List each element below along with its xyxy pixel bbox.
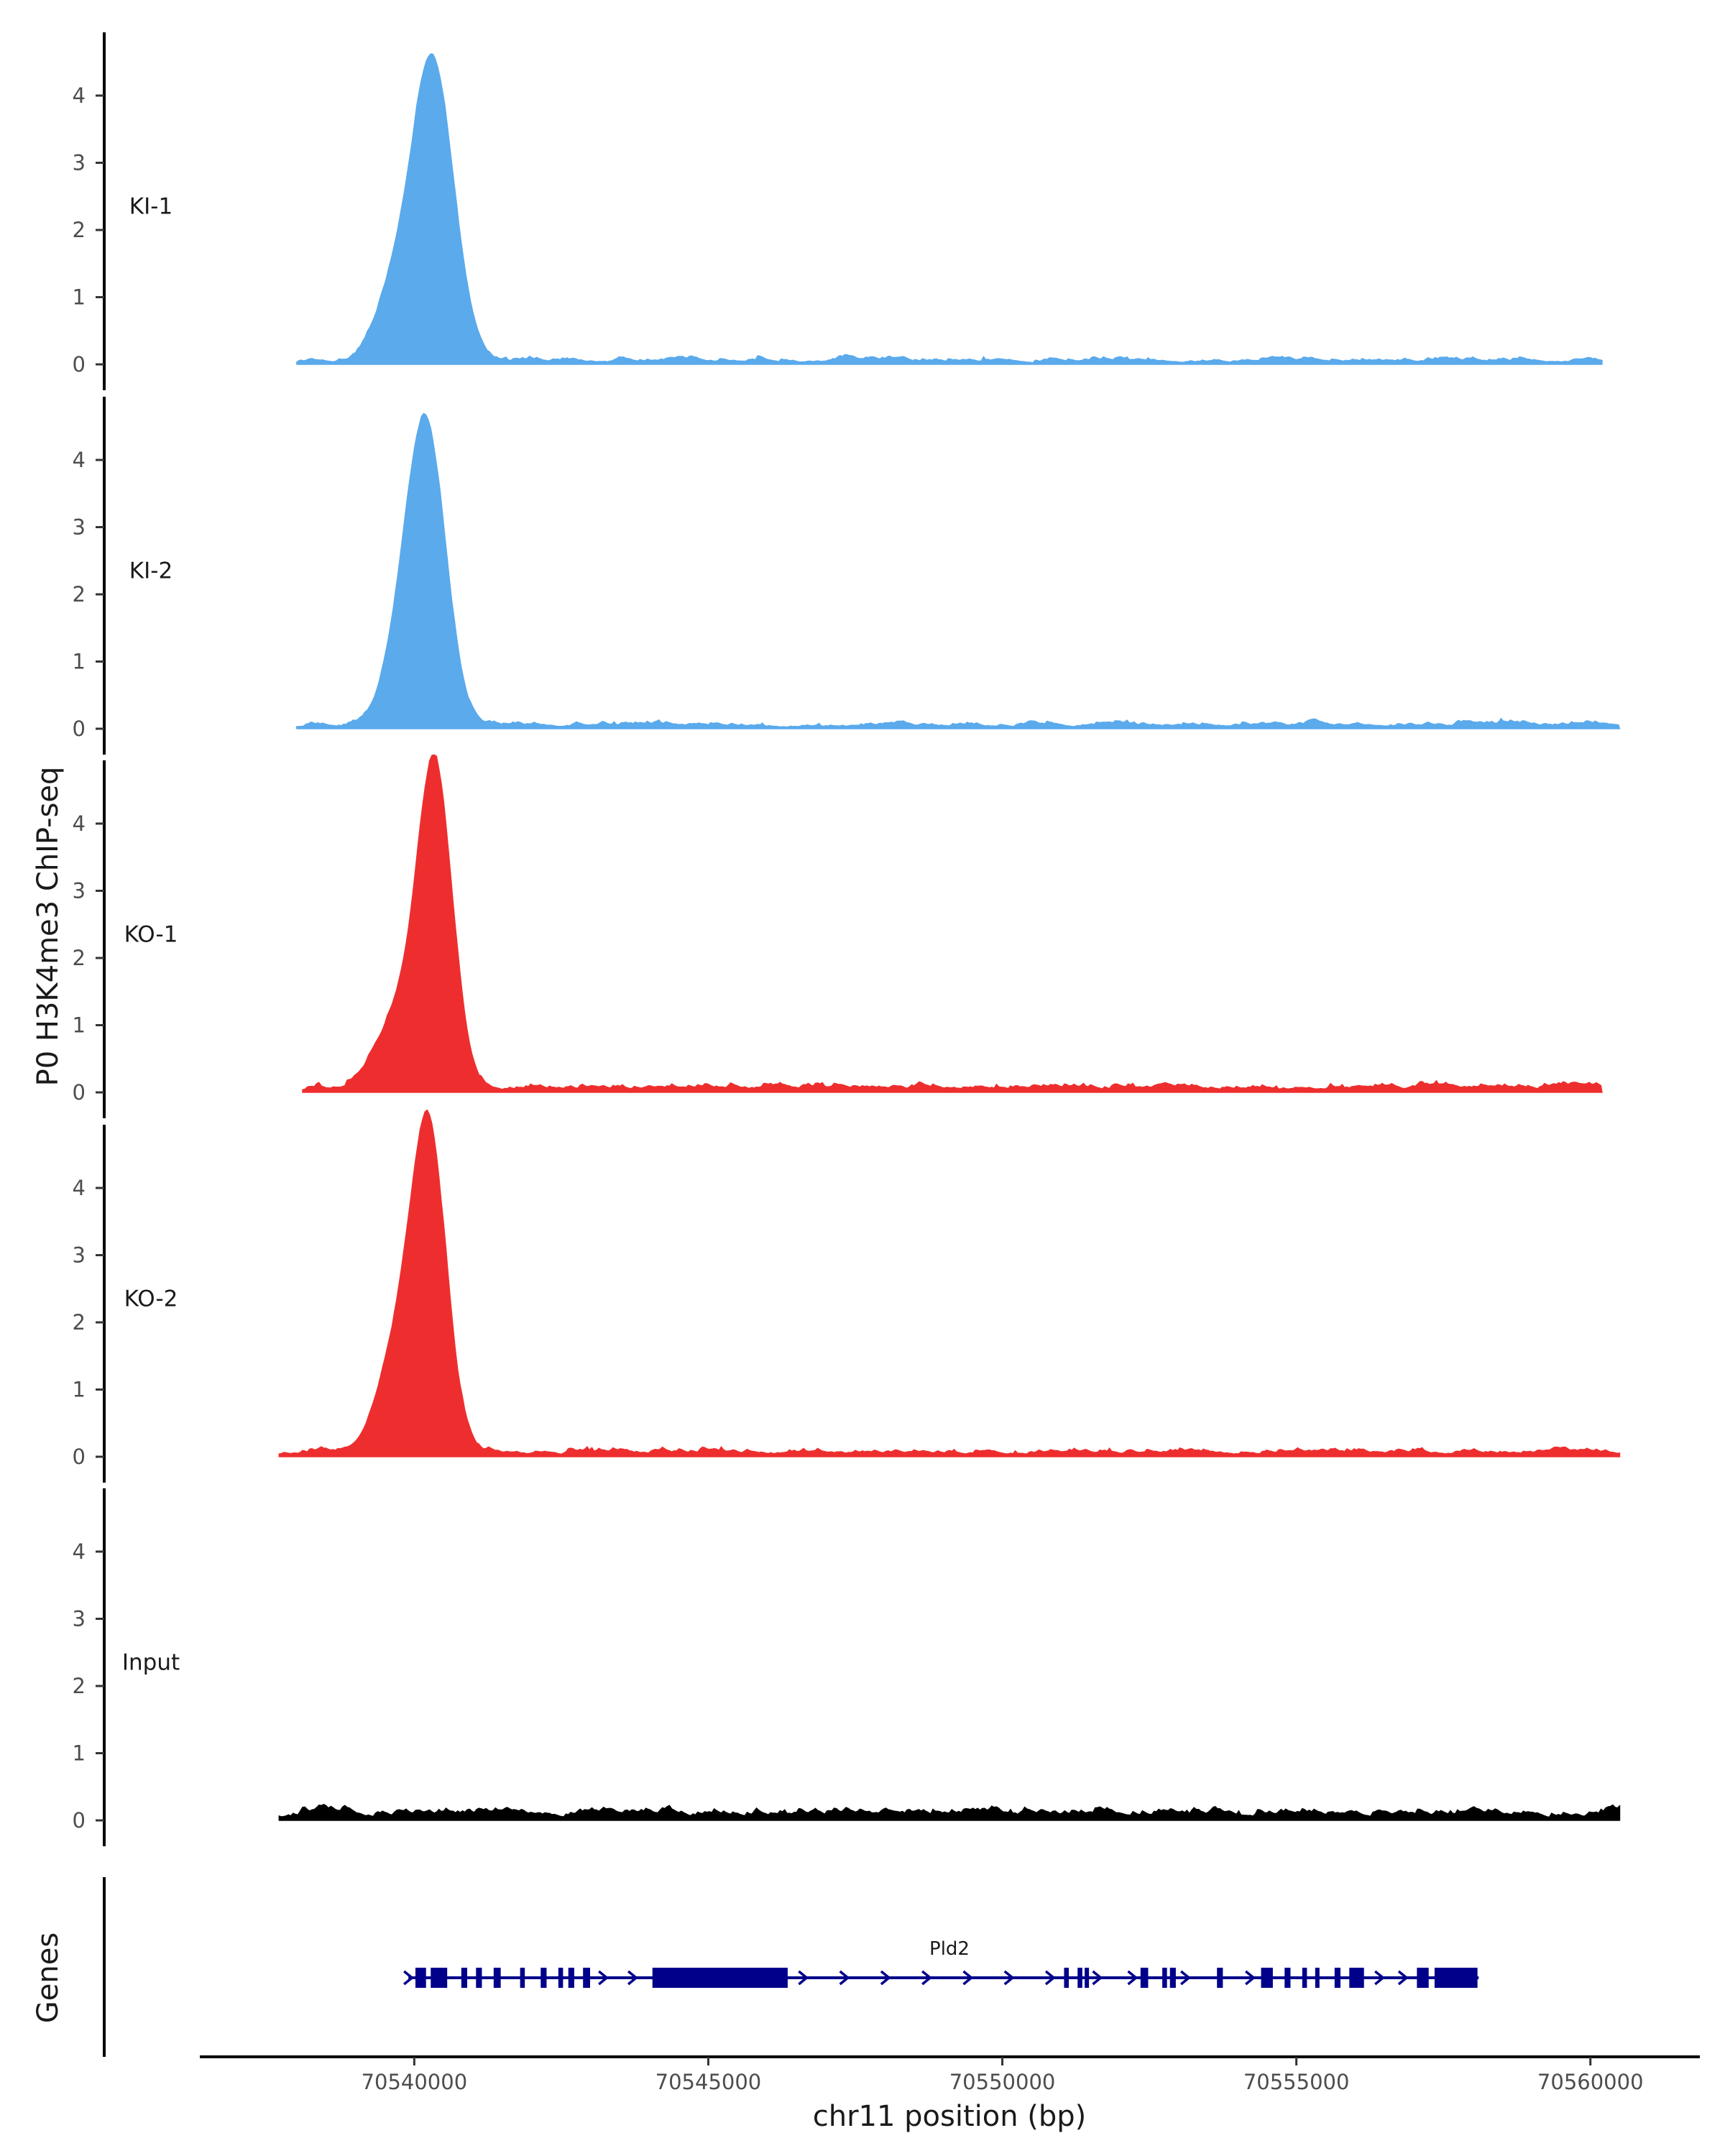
genes-panel-title: Genes <box>32 1932 65 2023</box>
strand-arrow <box>798 1970 809 1986</box>
track-ki-1: 0 1 2 3 4 KI-1 <box>73 32 1603 390</box>
gene-exon <box>1169 1968 1176 1988</box>
x-tick-label: 70540000 <box>362 2070 468 2094</box>
y-tick-label: 4 <box>73 1539 86 1564</box>
y-tick-label: 2 <box>73 946 86 970</box>
y-tick-label: 4 <box>73 1176 86 1200</box>
strand-arrow <box>1127 1970 1138 1986</box>
gene-exon <box>1261 1968 1273 1988</box>
track-label: KI-2 <box>129 558 172 584</box>
gene-exon <box>1284 1968 1291 1988</box>
y-tick-label: 3 <box>73 1607 86 1631</box>
y-tick-label: 0 <box>73 352 86 377</box>
gene-exon <box>1085 1968 1090 1988</box>
gene-name-label: Pld2 <box>929 1938 970 1960</box>
gene-exon <box>652 1968 788 1988</box>
signal-area <box>296 413 1621 729</box>
track-label: KI-1 <box>129 193 172 219</box>
y-tick-label: 0 <box>73 717 86 741</box>
tracks-layer: 0 1 2 3 4 KI-1 0 1 2 3 4 KI-2 0 1 2 3 4 KO-1 0 1 2 3 4 KO-2 0 1 2 3… <box>73 32 1621 1846</box>
track-input: 0 1 2 3 4 Input <box>73 1488 1621 1846</box>
y-tick-label: 0 <box>73 1445 86 1469</box>
gene-exon <box>1434 1968 1478 1988</box>
gene-exon <box>461 1968 467 1988</box>
strand-arrow <box>1245 1970 1256 1986</box>
gene-exon <box>1077 1968 1082 1988</box>
strand-arrow <box>839 1970 850 1986</box>
track-ko-1: 0 1 2 3 4 KO-1 <box>73 754 1603 1118</box>
gene-exon <box>520 1968 525 1988</box>
x-tick-label: 70560000 <box>1537 2070 1644 2094</box>
y-tick-label: 2 <box>73 218 86 242</box>
strand-arrow <box>962 1970 974 1986</box>
gene-exon <box>568 1968 574 1988</box>
strand-arrow <box>921 1970 932 1986</box>
strand-arrow <box>403 1970 414 1986</box>
gene-exon <box>1302 1968 1307 1988</box>
track-label: KO-1 <box>124 921 178 947</box>
y-tick-label: 2 <box>73 1310 86 1335</box>
signal-area <box>296 53 1603 365</box>
strand-arrow <box>1003 1970 1015 1986</box>
x-tick-label: 70545000 <box>656 2070 762 2094</box>
y-tick-label: 3 <box>73 1243 86 1268</box>
y-tick-label: 1 <box>73 1741 86 1766</box>
gene-exon <box>1217 1968 1223 1988</box>
y-tick-label: 1 <box>73 1013 86 1038</box>
gene-exon <box>493 1968 501 1988</box>
track-label: Input <box>122 1649 180 1675</box>
y-axis-title: P0 H3K4me3 ChIP-seq <box>32 767 65 1087</box>
genes-panel: Pld2 <box>103 1877 1479 2057</box>
track-ki-2: 0 1 2 3 4 KI-2 <box>73 397 1621 755</box>
y-tick-label: 1 <box>73 650 86 674</box>
strand-arrow <box>598 1970 609 1986</box>
track-ko-2: 0 1 2 3 4 KO-2 <box>73 1109 1621 1483</box>
x-axis-title: chr11 position (bp) <box>813 2100 1087 2133</box>
track-label: KO-2 <box>124 1286 178 1312</box>
y-tick-label: 2 <box>73 582 86 607</box>
x-axis: 70540000 70545000 70550000 70555000 70560000 <box>200 2055 1700 2094</box>
gene-exon <box>415 1968 426 1988</box>
gene-exon <box>583 1968 590 1988</box>
strand-arrow <box>1044 1970 1056 1986</box>
y-tick-label: 1 <box>73 285 86 310</box>
y-tick-label: 4 <box>73 83 86 108</box>
gene-exon <box>1334 1968 1340 1988</box>
gene-exon <box>1417 1968 1429 1988</box>
strand-arrow <box>627 1970 638 1986</box>
gene-exon <box>558 1968 564 1988</box>
y-tick-label: 3 <box>73 515 86 540</box>
signal-area <box>278 1804 1621 1821</box>
strand-arrow <box>1180 1970 1191 1986</box>
y-tick-label: 3 <box>73 151 86 175</box>
y-tick-label: 2 <box>73 1674 86 1698</box>
strand-arrow <box>1092 1970 1103 1986</box>
gene-exon <box>540 1968 547 1988</box>
gene-exon <box>1349 1968 1364 1988</box>
strand-arrow <box>1397 1970 1409 1986</box>
signal-area <box>278 1109 1621 1457</box>
gene-exon <box>476 1968 482 1988</box>
strand-arrow <box>1374 1970 1385 1986</box>
gene-exon <box>1315 1968 1320 1988</box>
y-tick-label: 1 <box>73 1378 86 1402</box>
signal-area <box>302 754 1603 1093</box>
y-tick-label: 4 <box>73 448 86 472</box>
y-tick-label: 0 <box>73 1808 86 1833</box>
gene-exon <box>1140 1968 1149 1988</box>
x-tick-label: 70555000 <box>1243 2070 1350 2094</box>
y-tick-label: 3 <box>73 879 86 903</box>
gene-exon <box>1064 1968 1069 1988</box>
gene-exon <box>1162 1968 1167 1988</box>
gene-exon <box>431 1968 448 1988</box>
y-tick-label: 4 <box>73 811 86 836</box>
y-tick-label: 0 <box>73 1080 86 1105</box>
x-tick-label: 70550000 <box>949 2070 1056 2094</box>
strand-arrow <box>880 1970 891 1986</box>
